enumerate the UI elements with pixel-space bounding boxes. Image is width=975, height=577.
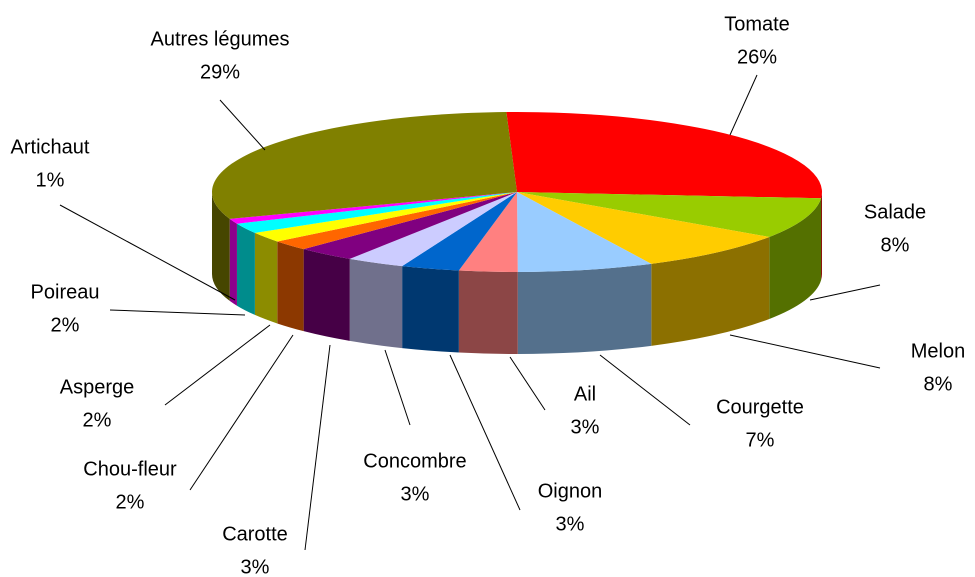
slice-value-label: 2% bbox=[51, 314, 80, 336]
leader-line bbox=[599, 354, 691, 426]
slice-side bbox=[402, 266, 459, 353]
leader-line bbox=[729, 74, 758, 136]
slice-label: Poireau bbox=[31, 281, 100, 303]
leader-line bbox=[809, 284, 881, 301]
slice-side bbox=[349, 258, 403, 349]
leader-line bbox=[164, 324, 271, 406]
leader-line bbox=[59, 204, 236, 301]
slice-side bbox=[212, 192, 230, 301]
slice bbox=[506, 112, 822, 199]
leader-line bbox=[729, 334, 881, 369]
slice bbox=[254, 192, 517, 242]
slice-label: Carotte bbox=[222, 523, 288, 545]
slice-label: Asperge bbox=[60, 376, 135, 398]
slice-label: Chou-fleur bbox=[83, 458, 177, 480]
leader-line bbox=[449, 354, 521, 511]
slice bbox=[517, 192, 822, 237]
slice-side bbox=[458, 270, 518, 354]
slice-side bbox=[517, 263, 652, 354]
slice bbox=[517, 192, 652, 272]
slice bbox=[303, 192, 517, 259]
slice-value-label: 1% bbox=[36, 169, 65, 191]
slice-side bbox=[277, 241, 304, 332]
slice-value-label: 3% bbox=[556, 513, 585, 535]
slice-side bbox=[821, 192, 822, 281]
slice bbox=[277, 192, 517, 250]
leader-line bbox=[219, 99, 266, 151]
slice-label: Tomate bbox=[724, 13, 790, 35]
slice bbox=[458, 192, 518, 272]
slice-side bbox=[229, 218, 237, 306]
leader-line bbox=[189, 334, 294, 491]
slice-side bbox=[651, 236, 770, 346]
slice bbox=[349, 192, 517, 267]
slice bbox=[229, 192, 517, 224]
leader-line bbox=[109, 309, 246, 316]
slice bbox=[517, 192, 770, 264]
slice bbox=[212, 112, 517, 219]
leader-line bbox=[384, 349, 411, 426]
leader-line bbox=[509, 356, 546, 411]
slice-side bbox=[254, 232, 278, 324]
slice-value-label: 26% bbox=[737, 46, 777, 68]
slice-value-label: 3% bbox=[241, 556, 270, 577]
slice-label: Ail bbox=[574, 383, 596, 405]
leader-line bbox=[304, 344, 331, 551]
slice-value-label: 3% bbox=[401, 483, 430, 505]
slice-side bbox=[769, 198, 822, 319]
slice-label: Autres légumes bbox=[151, 28, 290, 50]
slice-label: Oignon bbox=[538, 480, 603, 502]
slice-side bbox=[303, 249, 350, 341]
slice-label: Courgette bbox=[716, 396, 804, 418]
slice-value-label: 2% bbox=[116, 491, 145, 513]
slice-label: Concombre bbox=[363, 450, 466, 472]
slice-label: Salade bbox=[864, 201, 926, 223]
slice-value-label: 8% bbox=[924, 373, 953, 395]
slice bbox=[402, 192, 517, 271]
slice-label: Artichaut bbox=[11, 136, 90, 158]
slice bbox=[236, 192, 517, 233]
slice-value-label: 2% bbox=[83, 409, 112, 431]
slice-label: Melon bbox=[911, 340, 965, 362]
slice-value-label: 3% bbox=[571, 416, 600, 438]
slice-value-label: 7% bbox=[746, 429, 775, 451]
slice-side bbox=[236, 223, 255, 315]
slice-value-label: 29% bbox=[200, 61, 240, 83]
slice-value-label: 8% bbox=[881, 234, 910, 256]
